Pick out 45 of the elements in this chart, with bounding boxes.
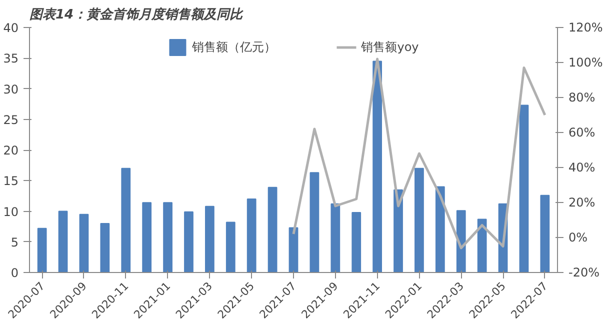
y2-tick-label: 60% bbox=[568, 126, 596, 140]
bar bbox=[310, 172, 320, 272]
bar bbox=[352, 212, 362, 272]
y-tick-label: 5 bbox=[10, 235, 19, 250]
y2-tick-label: 0% bbox=[568, 230, 588, 244]
bar bbox=[58, 210, 68, 272]
y-tick-label: 15 bbox=[3, 174, 19, 188]
y-tick-label: 40 bbox=[3, 21, 19, 35]
y2-tick-label: 40% bbox=[568, 160, 596, 174]
y2-tick-label: 100% bbox=[568, 56, 603, 70]
bar bbox=[540, 194, 550, 272]
y2-tick-label: 120% bbox=[568, 20, 603, 34]
line-series bbox=[292, 58, 546, 250]
bar bbox=[205, 206, 214, 272]
legend-label: 销售额yoy bbox=[361, 38, 419, 56]
bar bbox=[414, 168, 424, 272]
bar bbox=[268, 186, 278, 272]
y2-tick-label: -20% bbox=[568, 266, 600, 280]
y-tick-label: 10 bbox=[3, 204, 19, 219]
bar bbox=[372, 60, 382, 272]
chart-title: 图表14：黄金首饰月度销售额及同比 bbox=[30, 6, 244, 22]
y-tick-label: 0 bbox=[10, 266, 19, 280]
bar bbox=[226, 222, 236, 272]
bar bbox=[330, 203, 340, 272]
bar bbox=[519, 104, 529, 272]
bar bbox=[142, 202, 152, 272]
y-tick-label: 35 bbox=[3, 52, 19, 66]
bar bbox=[100, 223, 110, 272]
bar bbox=[37, 228, 47, 272]
bar bbox=[163, 202, 172, 272]
y-tick-label: 30 bbox=[3, 82, 19, 96]
bar bbox=[121, 168, 131, 272]
bar bbox=[477, 218, 487, 272]
legend-label: 销售额（亿元） bbox=[192, 38, 276, 56]
bar bbox=[246, 198, 256, 272]
y-tick-label: 25 bbox=[3, 112, 19, 127]
y2-tick-label: 20% bbox=[568, 196, 596, 210]
bar bbox=[288, 227, 298, 272]
y-tick-label: 20 bbox=[3, 144, 19, 158]
bar bbox=[456, 210, 466, 272]
y2-tick-label: 80% bbox=[568, 90, 596, 104]
bar bbox=[79, 214, 89, 272]
bar bbox=[184, 211, 194, 272]
bar bbox=[394, 189, 403, 272]
bar bbox=[435, 186, 445, 272]
